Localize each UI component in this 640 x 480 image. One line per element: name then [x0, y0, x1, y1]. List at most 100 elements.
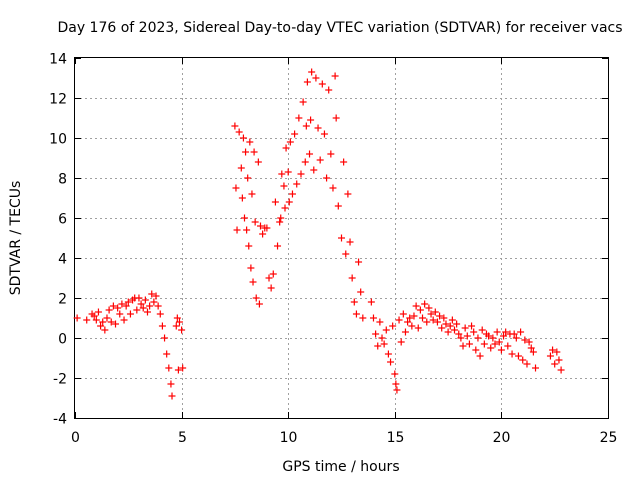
data-point — [265, 274, 273, 282]
data-point — [406, 314, 414, 322]
data-point — [175, 318, 183, 326]
data-point — [239, 134, 247, 142]
data-point — [416, 306, 424, 314]
data-point — [380, 340, 388, 348]
data-point — [278, 170, 286, 178]
data-point — [122, 302, 130, 310]
data-point — [433, 318, 441, 326]
data-point — [252, 294, 260, 302]
data-point — [478, 326, 486, 334]
data-point — [320, 130, 328, 138]
data-point — [332, 114, 340, 122]
data-point — [446, 322, 454, 330]
data-point — [410, 312, 418, 320]
data-point — [126, 310, 134, 318]
data-point — [519, 356, 527, 364]
data-point — [331, 72, 339, 80]
data-point — [156, 310, 164, 318]
data-point — [308, 68, 316, 76]
data-point — [286, 138, 294, 146]
data-point — [306, 150, 314, 158]
data-point — [244, 174, 252, 182]
data-point — [459, 342, 467, 350]
data-point — [107, 318, 115, 326]
data-point — [500, 332, 508, 340]
data-point — [124, 298, 132, 306]
data-point — [387, 358, 395, 366]
data-point — [302, 122, 310, 130]
data-point — [392, 380, 400, 388]
data-point — [118, 300, 126, 308]
data-point — [312, 74, 320, 82]
data-point — [487, 344, 495, 352]
data-point — [323, 174, 331, 182]
data-point — [237, 164, 245, 172]
data-point — [327, 150, 335, 158]
data-point — [342, 250, 350, 258]
data-point — [546, 352, 554, 360]
data-point — [359, 314, 367, 322]
data-point — [352, 310, 360, 318]
y-tick-label: -2 — [53, 372, 67, 388]
data-point — [232, 184, 240, 192]
x-tick-label: 10 — [280, 430, 298, 446]
data-point — [254, 158, 262, 166]
data-point — [303, 78, 311, 86]
data-point — [293, 180, 301, 188]
data-point — [391, 370, 399, 378]
data-point — [389, 322, 397, 330]
x-tick-label: 25 — [600, 430, 618, 446]
data-point — [141, 296, 149, 304]
data-point — [344, 190, 352, 198]
data-point — [148, 290, 156, 298]
data-point — [284, 168, 292, 176]
data-point — [504, 342, 512, 350]
data-point — [251, 218, 259, 226]
data-point — [419, 314, 427, 322]
data-point — [461, 324, 469, 332]
data-point — [372, 330, 380, 338]
data-point — [139, 304, 147, 312]
data-point — [97, 322, 105, 330]
data-point — [250, 148, 258, 156]
data-point — [502, 328, 510, 336]
data-point — [455, 330, 463, 338]
data-point — [374, 342, 382, 350]
data-point — [551, 360, 559, 368]
data-point — [238, 194, 246, 202]
data-point — [436, 312, 444, 320]
data-point — [376, 318, 384, 326]
data-point — [404, 318, 412, 326]
data-point — [480, 340, 488, 348]
data-point — [282, 144, 290, 152]
data-point — [245, 242, 253, 250]
data-point — [271, 198, 279, 206]
data-point — [401, 328, 409, 336]
data-point — [267, 284, 275, 292]
data-point — [378, 334, 386, 342]
data-point — [295, 114, 303, 122]
data-point — [163, 350, 171, 358]
data-point — [399, 310, 407, 318]
data-point — [393, 386, 401, 394]
data-point — [135, 294, 143, 302]
data-point — [527, 344, 535, 352]
data-point — [369, 314, 377, 322]
data-point — [429, 316, 437, 324]
data-point — [450, 326, 458, 334]
data-point — [325, 86, 333, 94]
y-tick-label: 0 — [58, 332, 67, 348]
data-point — [133, 306, 141, 314]
data-point — [512, 334, 520, 342]
data-point — [172, 322, 180, 330]
data-point — [529, 348, 537, 356]
data-point — [259, 230, 267, 238]
plot-frame — [74, 57, 609, 419]
data-point — [532, 364, 540, 372]
data-point — [99, 318, 107, 326]
data-point — [92, 316, 100, 324]
data-point — [240, 214, 248, 222]
data-point — [350, 298, 358, 306]
data-point — [178, 326, 186, 334]
